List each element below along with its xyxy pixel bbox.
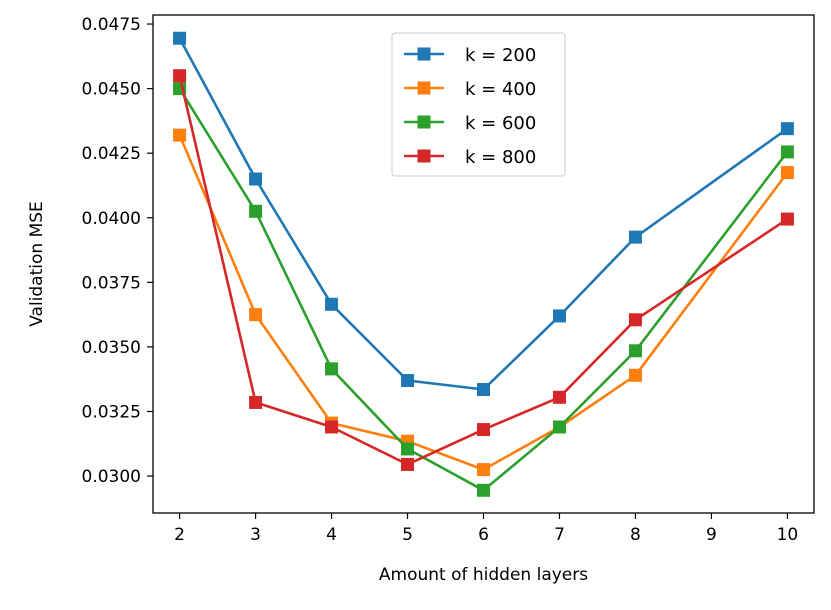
data-point-3-5 [477, 483, 490, 497]
data-point-4-6 [552, 390, 566, 404]
x-tick-label-4: 5 [402, 525, 413, 545]
data-point-2-1 [173, 128, 187, 142]
x-tick-label-3: 4 [326, 525, 337, 545]
data-point-2-7 [628, 368, 642, 382]
data-point-1-4 [401, 373, 415, 387]
y-tick-label-5: 0.0400 [82, 209, 141, 229]
x-tick-label-7: 8 [630, 525, 641, 545]
legend-entry-1: k = 200 [404, 45, 536, 66]
data-point-3-2 [249, 204, 263, 218]
x-tick-label-6: 7 [554, 525, 565, 545]
series-1 [173, 31, 794, 397]
legend-marker-2 [417, 81, 431, 95]
data-point-3-3 [325, 362, 339, 376]
y-axis-label: Validation MSE [27, 201, 47, 327]
data-point-3-6 [552, 420, 566, 434]
legend-entry-2: k = 400 [404, 79, 536, 100]
y-tick-label-1: 0.0300 [82, 467, 141, 487]
data-point-1-2 [249, 172, 263, 186]
legend-marker-1 [417, 47, 431, 61]
data-point-1-8 [780, 122, 794, 136]
data-point-4-1 [173, 69, 187, 83]
y-tick-label-4: 0.0375 [82, 273, 141, 293]
x-tick-label-1: 2 [174, 525, 185, 545]
data-point-4-7 [628, 313, 642, 327]
series-line-1 [178, 37, 789, 391]
data-point-4-8 [780, 212, 794, 226]
legend-label-4: k = 800 [465, 147, 536, 168]
x-tick-label-5: 6 [478, 525, 489, 545]
legend-marker-3 [417, 115, 431, 129]
y-tick-label-2: 0.0325 [82, 402, 141, 422]
data-point-1-6 [552, 309, 566, 323]
series-line-2 [178, 134, 789, 471]
data-point-4-4 [401, 457, 415, 471]
y-tick-label-8: 0.0475 [82, 15, 141, 35]
data-point-1-1 [173, 31, 187, 45]
y-tick-label-3: 0.0350 [82, 338, 141, 358]
x-tick-label-9: 10 [777, 525, 799, 545]
x-axis-label: Amount of hidden layers [379, 565, 588, 585]
data-point-4-2 [249, 395, 263, 409]
legend-marker-4 [417, 149, 431, 163]
data-point-3-8 [780, 145, 794, 159]
data-point-3-4 [401, 442, 415, 456]
data-point-1-5 [477, 383, 490, 397]
data-point-4-5 [477, 423, 490, 437]
data-point-4-3 [325, 420, 339, 434]
data-point-2-8 [780, 166, 794, 180]
legend-entry-3: k = 600 [404, 113, 536, 134]
series-line-4 [178, 75, 789, 466]
legend-entry-4: k = 800 [404, 147, 536, 168]
legend-box [391, 32, 566, 177]
x-tick-label-8: 9 [706, 525, 717, 545]
data-point-3-7 [628, 344, 642, 358]
legend: k = 200 k = 400 k = 600 k = 800 [391, 32, 566, 177]
x-tick-label-2: 3 [250, 525, 261, 545]
axes: 2 3 4 5 6 7 8 9 10 0.0300 0.0325 0.0350 0.0375 0.0400… [27, 14, 815, 585]
y-tick-label-6: 0.0425 [82, 144, 141, 164]
series-line-3 [178, 87, 789, 492]
legend-label-1: k = 200 [465, 45, 536, 66]
legend-label-2: k = 400 [465, 79, 536, 100]
series-layer [173, 31, 794, 497]
series-4 [173, 69, 794, 471]
y-tick-label-7: 0.0450 [82, 80, 141, 100]
data-point-2-5 [477, 463, 490, 477]
legend-label-3: k = 600 [465, 113, 536, 134]
data-point-2-2 [249, 308, 263, 322]
data-point-1-7 [628, 230, 642, 244]
data-point-1-3 [325, 297, 339, 311]
